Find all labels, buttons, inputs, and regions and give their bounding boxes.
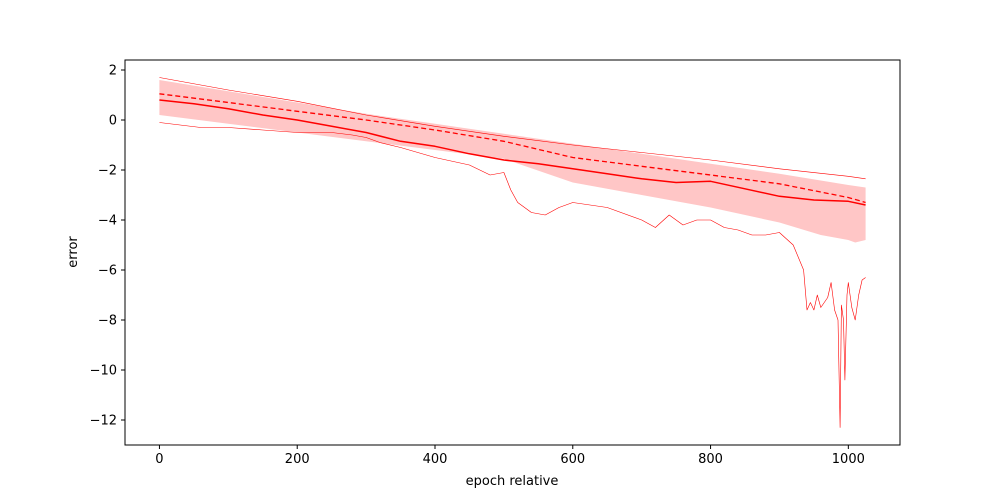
ticks: 0 200 400 600 800 1000 2 0 −2 −4 −6 −8 −10 −12 bbox=[90, 64, 865, 468]
y-tick-label: −2 bbox=[98, 164, 117, 179]
series-line-median bbox=[159, 99, 866, 206]
y-tick-label: −10 bbox=[90, 364, 117, 379]
series-line-max bbox=[159, 77, 866, 180]
x-tick-label: 0 bbox=[155, 452, 163, 467]
y-tick-label: −6 bbox=[98, 264, 117, 279]
series-line-min bbox=[159, 122, 866, 428]
x-tick-label: 800 bbox=[698, 452, 723, 467]
y-tick-label: −4 bbox=[98, 214, 117, 229]
x-axis-label: epoch relative bbox=[466, 474, 559, 489]
y-tick-label: −12 bbox=[90, 414, 117, 429]
plot-area bbox=[159, 77, 866, 428]
x-tick-label: 400 bbox=[423, 452, 448, 467]
axes-frame bbox=[124, 59, 901, 446]
y-tick-label: −8 bbox=[98, 314, 117, 329]
x-tick-label: 1000 bbox=[832, 452, 865, 467]
y-tick-label: 2 bbox=[109, 64, 117, 79]
y-tick-label: 0 bbox=[109, 114, 117, 129]
x-tick-label: 200 bbox=[285, 452, 310, 467]
y-axis-label: error bbox=[66, 236, 81, 268]
x-tick-label: 600 bbox=[560, 452, 585, 467]
